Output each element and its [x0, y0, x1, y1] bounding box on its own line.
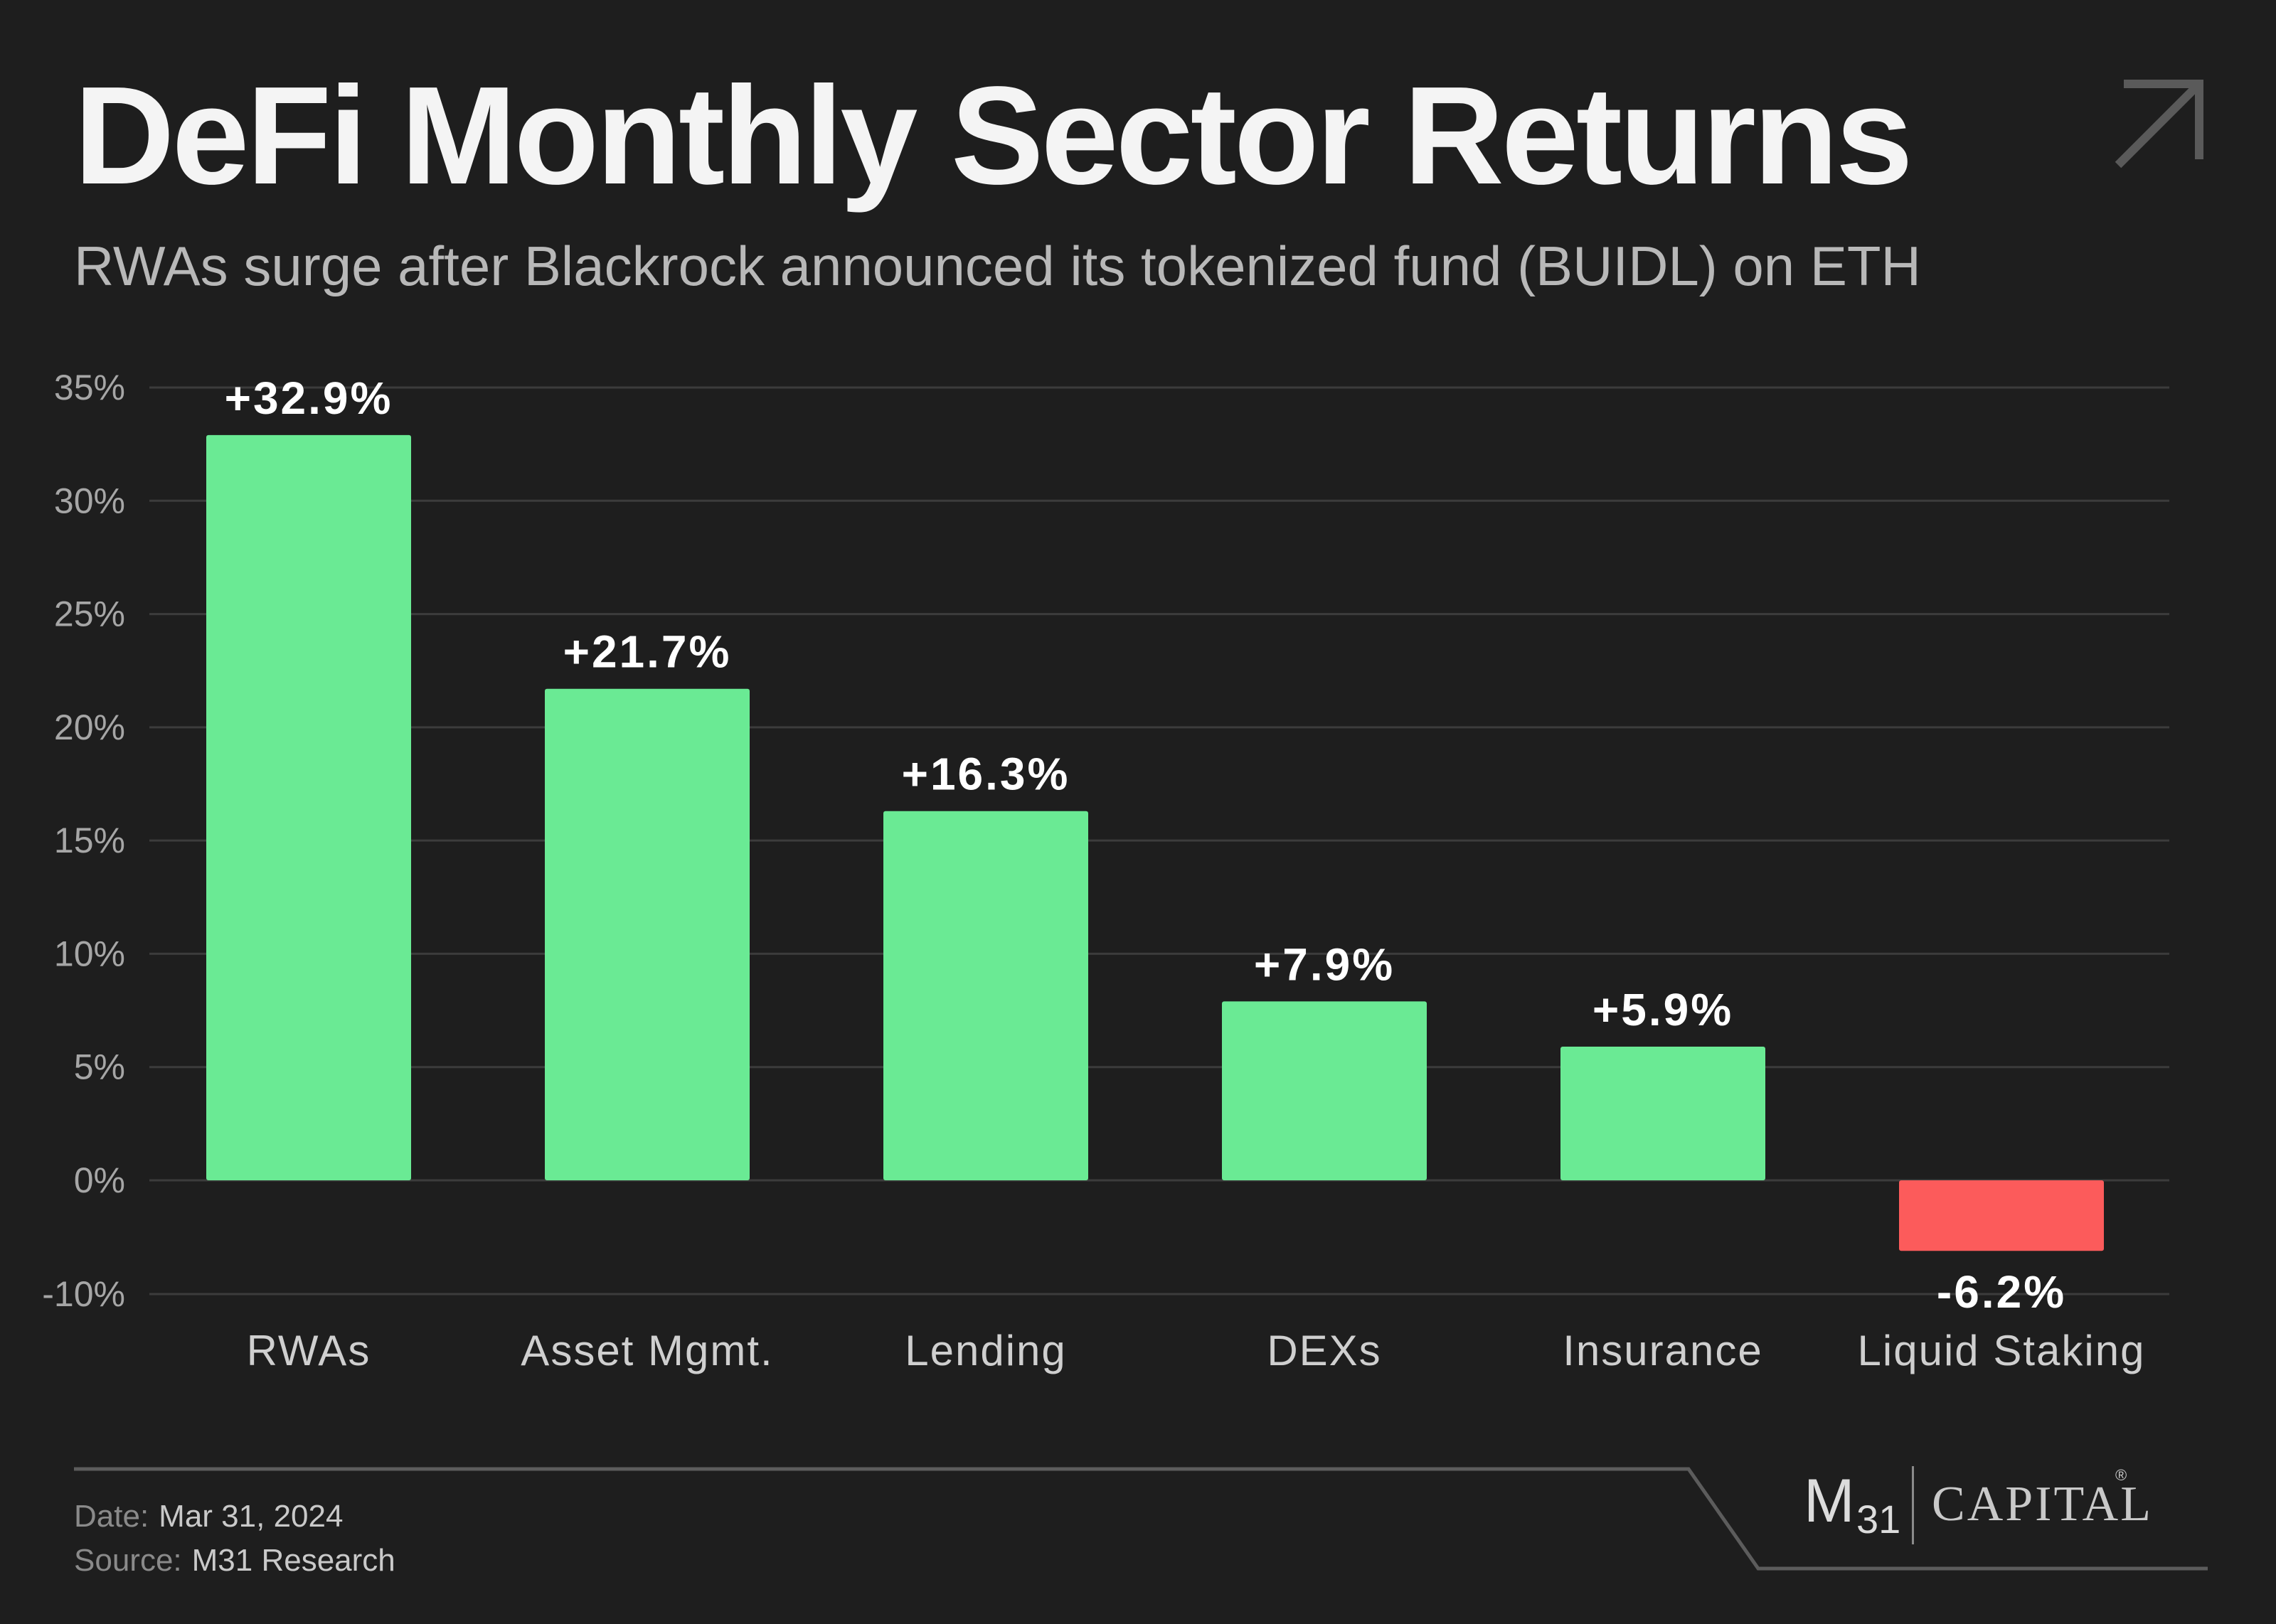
y-tick-label: 30% [54, 481, 125, 520]
source-label: Source: [74, 1543, 182, 1578]
y-tick-label: -10% [42, 1274, 125, 1314]
data-label: +32.9% [225, 373, 393, 424]
data-label: +16.3% [902, 749, 1070, 800]
arrow-up-right-icon [2115, 80, 2203, 169]
data-label: +5.9% [1592, 984, 1733, 1035]
data-label: +21.7% [563, 626, 732, 678]
bar [545, 688, 750, 1180]
bar [1560, 1047, 1765, 1180]
y-tick-label: 15% [54, 821, 125, 860]
logo-registered-mark: ® [2115, 1466, 2127, 1484]
category-label: Lending [905, 1327, 1067, 1374]
y-tick-label: 5% [74, 1047, 125, 1087]
logo-capital: CAPITAL [1932, 1477, 2153, 1532]
category-label: DEXs [1267, 1327, 1381, 1374]
y-tick-label: 25% [54, 594, 125, 634]
chart-title: DeFi Monthly Sector Returns [74, 58, 1913, 213]
date-value: Mar 31, 2024 [159, 1499, 344, 1534]
y-tick-label: 0% [74, 1160, 125, 1200]
y-tick-label: 35% [54, 368, 125, 407]
category-label: Insurance [1563, 1327, 1763, 1374]
chart-subtitle: RWAs surge after Blackrock announced its… [74, 235, 1921, 297]
y-tick-label: 20% [54, 707, 125, 747]
logo-separator [1912, 1466, 1914, 1544]
bar [206, 434, 411, 1180]
data-label: -6.2% [1937, 1266, 2066, 1318]
bar [1222, 1001, 1427, 1180]
category-label: RWAs [247, 1327, 371, 1374]
logo-31: 31 [1856, 1497, 1901, 1542]
data-label: +7.9% [1254, 939, 1395, 990]
y-tick-label: 10% [54, 934, 125, 973]
logo-m: M [1804, 1467, 1855, 1535]
bar [883, 811, 1088, 1180]
category-label: Liquid Staking [1858, 1327, 2146, 1374]
bar [1899, 1180, 2104, 1251]
footer-source: Source: M31 Research [74, 1543, 395, 1578]
category-label: Asset Mgmt. [521, 1327, 773, 1374]
date-label: Date: [74, 1499, 149, 1534]
m31-capital-logo: M 31 CAPITAL ® [1804, 1466, 2151, 1551]
source-value: M31 Research [191, 1543, 395, 1578]
bar-chart: 35% 30% 25% 20% 15% 10% 5% 0% -10% +32.9% RWAs +21.… [42, 368, 2169, 1374]
footer-date: Date: Mar 31, 2024 [74, 1499, 343, 1534]
